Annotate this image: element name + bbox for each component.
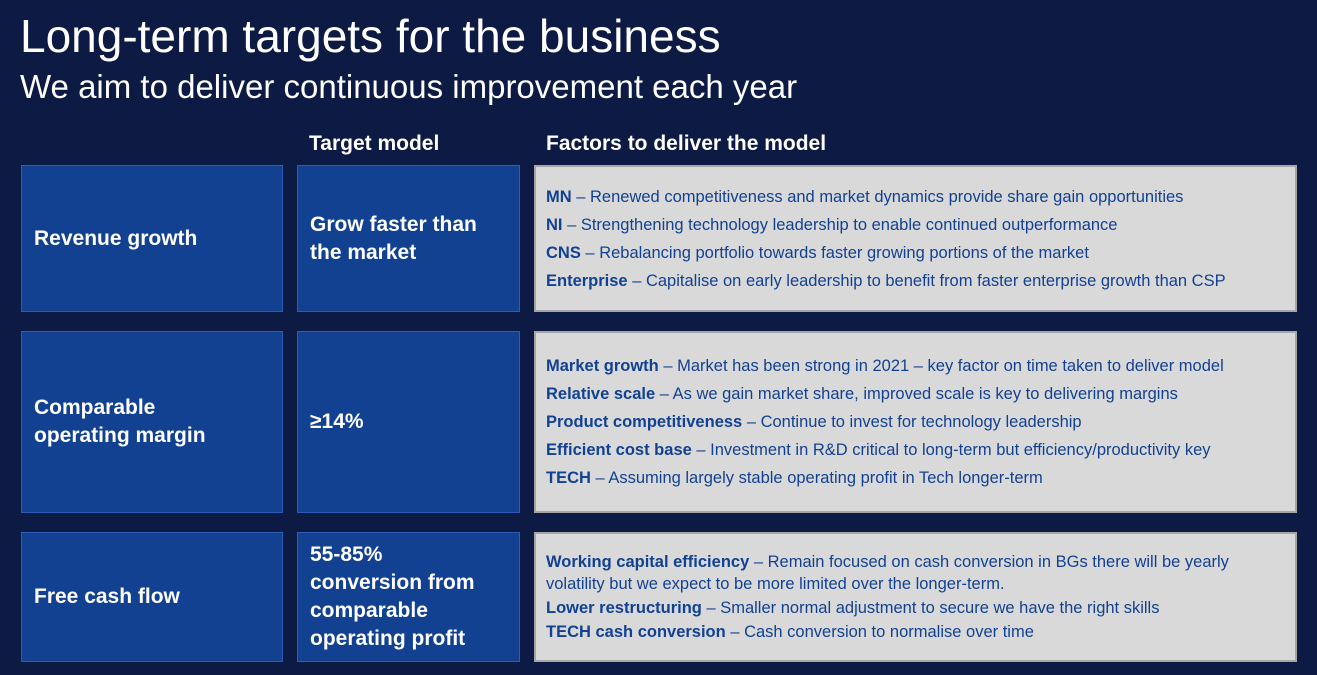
factor-key: Lower restructuring <box>546 599 702 617</box>
target-cell: ≥14% <box>297 331 520 513</box>
factor-item: Working capital efficiency – Remain focu… <box>546 551 1285 595</box>
factor-text: – Market has been strong in 2021 – key f… <box>658 357 1224 375</box>
row-free-cash-flow: Free cash flow 55-85% conversion from co… <box>21 532 1297 662</box>
target-cell: Grow faster than the market <box>297 165 520 312</box>
factor-key: Efficient cost base <box>546 441 692 459</box>
factor-text: – Remain focused on cash conversion in B… <box>546 553 1229 593</box>
factor-item: TECH – Assuming largely stable operating… <box>546 467 1285 489</box>
factor-key: Enterprise <box>546 271 628 290</box>
factor-text: – Assuming largely stable operating prof… <box>590 469 1043 487</box>
factor-item: Market growth – Market has been strong i… <box>546 355 1285 377</box>
factor-text: – Smaller normal adjustment to secure we… <box>701 599 1160 617</box>
row-operating-margin: Comparable operating margin ≥14% Market … <box>21 331 1297 513</box>
target-cell: 55-85% conversion from comparable operat… <box>297 532 520 662</box>
page-subtitle: We aim to deliver continuous improvement… <box>20 68 798 105</box>
factor-key: Product competitiveness <box>546 413 743 431</box>
factor-item: Enterprise – Capitalise on early leaders… <box>546 270 1285 292</box>
metric-cell: Revenue growth <box>21 165 283 312</box>
factor-text: – Cash conversion to normalise over time <box>725 623 1034 641</box>
factor-text: – Capitalise on early leadership to bene… <box>627 271 1226 290</box>
factor-item: CNS – Rebalancing portfolio towards fast… <box>546 242 1285 264</box>
factor-item: NI – Strengthening technology leadership… <box>546 214 1285 236</box>
row-revenue-growth: Revenue growth Grow faster than the mark… <box>21 165 1297 312</box>
factor-item: Efficient cost base – Investment in R&D … <box>546 439 1285 461</box>
factors-cell: Working capital efficiency – Remain focu… <box>534 532 1297 662</box>
factor-item: MN – Renewed competitiveness and market … <box>546 186 1285 208</box>
factor-key: Market growth <box>546 357 659 375</box>
factor-item: TECH cash conversion – Cash conversion t… <box>546 621 1285 643</box>
factor-text: – As we gain market share, improved scal… <box>655 385 1178 403</box>
factor-key: NI <box>546 215 563 234</box>
factor-text: – Continue to invest for technology lead… <box>742 413 1082 431</box>
factor-item: Product competitiveness – Continue to in… <box>546 411 1285 433</box>
factor-text: – Investment in R&D critical to long-ter… <box>691 441 1211 459</box>
factor-text: – Rebalancing portfolio towards faster g… <box>580 243 1089 262</box>
factor-key: Working capital efficiency <box>546 553 750 571</box>
factors-cell: MN – Renewed competitiveness and market … <box>534 165 1297 312</box>
factor-text: – Strengthening technology leadership to… <box>562 215 1118 234</box>
column-header-factors: Factors to deliver the model <box>546 132 827 155</box>
factor-item: Lower restructuring – Smaller normal adj… <box>546 597 1285 619</box>
column-header-target-model: Target model <box>309 132 440 155</box>
metric-cell: Comparable operating margin <box>21 331 283 513</box>
page-title: Long-term targets for the business <box>20 10 721 62</box>
factor-item: Relative scale – As we gain market share… <box>546 383 1285 405</box>
factor-key: TECH cash conversion <box>546 623 726 641</box>
factor-key: TECH <box>546 469 591 487</box>
factor-key: MN <box>546 187 572 206</box>
factors-cell: Market growth – Market has been strong i… <box>534 331 1297 513</box>
factor-text: – Renewed competitiveness and market dyn… <box>571 187 1184 206</box>
factor-key: Relative scale <box>546 385 656 403</box>
metric-cell: Free cash flow <box>21 532 283 662</box>
factor-key: CNS <box>546 243 581 262</box>
